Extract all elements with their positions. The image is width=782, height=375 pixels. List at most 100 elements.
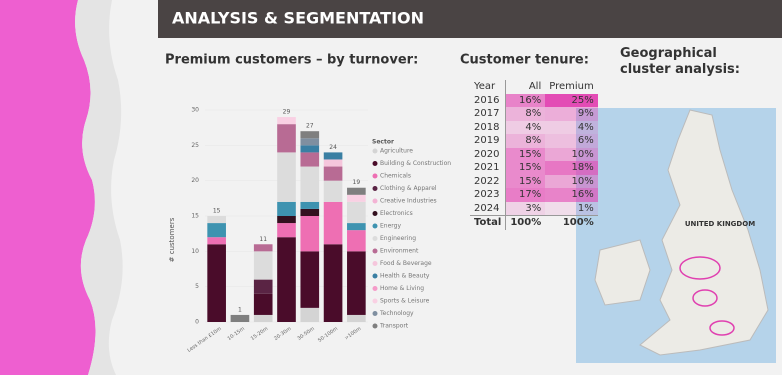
total-label: 15 [213,208,221,215]
y-tick-label: 10 [191,248,199,255]
legend-swatch [372,198,378,204]
legend-swatch [372,311,378,316]
x-tick-label: >100m [344,326,363,342]
y-tick-label: 30 [191,107,199,114]
y-tick-label: 5 [195,283,199,290]
bar-segment [323,244,343,322]
bar-segment [300,138,320,146]
table-cell: 17% [505,188,546,202]
x-tick-label: 30-50m [296,326,315,342]
bar-segment [347,314,366,322]
total-label: 11 [259,236,267,243]
bar-segment [277,124,296,153]
x-tick-label: 10-15m [227,326,246,342]
header-title: ANALYSIS & SEGMENTATION [172,9,424,28]
bar-segment [207,216,226,224]
legend-label: Environment [380,248,419,255]
bar-segment [300,201,320,209]
bar-segment [253,251,273,280]
table-cell: 2018 [470,120,507,134]
table-row: 2022 15% 10% [470,174,598,188]
bar-segment [300,251,320,308]
table-cell: 3% [505,201,546,216]
y-tick-label: 0 [195,319,199,326]
table-cell: 2022 [470,174,507,188]
y-tick-label: 15 [191,213,199,220]
legend-swatch [372,298,378,304]
table-cell: 10% [545,147,598,161]
legend-label: Building & Construction [380,160,451,167]
table-row: 2017 8% 9% [470,107,598,121]
bar-segment [277,201,296,216]
legend-swatch [372,286,378,291]
bar-segment [253,244,273,252]
table-row: 2024 3% 1% [470,201,598,216]
legend-swatch [372,173,378,179]
cluster [709,320,735,336]
map-land [639,109,769,356]
bar-segment [300,216,320,252]
table-row: Total 100% 100% [470,215,598,230]
table-cell: 4% [505,120,546,134]
bar-segment [253,279,273,294]
cluster [692,289,718,307]
cluster [679,256,721,280]
bar-segment [277,223,296,238]
map-land-ireland [594,239,651,306]
column-header: Premium [549,81,594,93]
legend-label: Energy [380,223,401,230]
table-cell: 1% [545,201,598,216]
chart-title: Premium customers – by turnover: [165,53,418,68]
bar-segment [277,152,296,202]
legend-label: Sports & Leisure [380,298,430,305]
bar-segment [347,201,366,224]
bar-segment [277,117,296,125]
table-row: 2023 17% 16% [470,188,598,202]
table-row: 2020 15% 10% [470,147,598,161]
y-tick-label: 20 [191,177,199,184]
y-tick-label: 25 [191,142,199,149]
legend-label: Clothing & Apparel [380,185,437,192]
table-title: Customer tenure: [460,53,589,68]
table-row: 2019 8% 6% [470,134,598,148]
table-cell: 2017 [470,107,507,121]
bar-segment [253,293,273,315]
map-title-box: Geographical cluster analysis: [620,46,740,77]
bar-segment [323,180,343,202]
total-label: 1 [238,306,242,313]
map-title: Geographical cluster analysis: [620,46,740,77]
bar-segment [300,145,320,153]
table-cell: 2024 [470,201,507,216]
map: UNITED KINGDOM [576,108,776,363]
pink-edge [0,0,96,375]
y-axis-label: # customers [168,217,176,262]
legend-swatch [372,236,378,241]
legend-swatch [372,273,378,279]
bar-segment [323,159,343,167]
paper-edge [75,0,123,375]
table-cell: 16% [505,93,546,107]
bar-segment [300,131,320,139]
legend-swatch [372,161,378,166]
table-cell: 100% [545,215,598,230]
bar-segment [300,166,320,202]
bar-segment [323,166,343,181]
map-label: UNITED KINGDOM [685,220,755,228]
bar-segment [347,223,366,231]
legend-label: Electronics [380,210,413,217]
legend-label: Agriculture [380,148,413,155]
legend-swatch [372,323,378,329]
bar-segment [207,244,226,322]
table-row: 2021 15% 18% [470,161,598,175]
table-cell: 15% [505,147,546,161]
table-cell: 2023 [470,188,507,202]
bar-segment [230,314,250,322]
total-label: 24 [329,144,337,151]
bar-segment [277,237,296,322]
x-tick-label: 15-20m [250,326,269,342]
legend-label: Health & Beauty [380,273,430,280]
legend-label: Chemicals [380,173,411,180]
bar-segment [347,251,366,315]
table-cell: 2019 [470,134,507,148]
